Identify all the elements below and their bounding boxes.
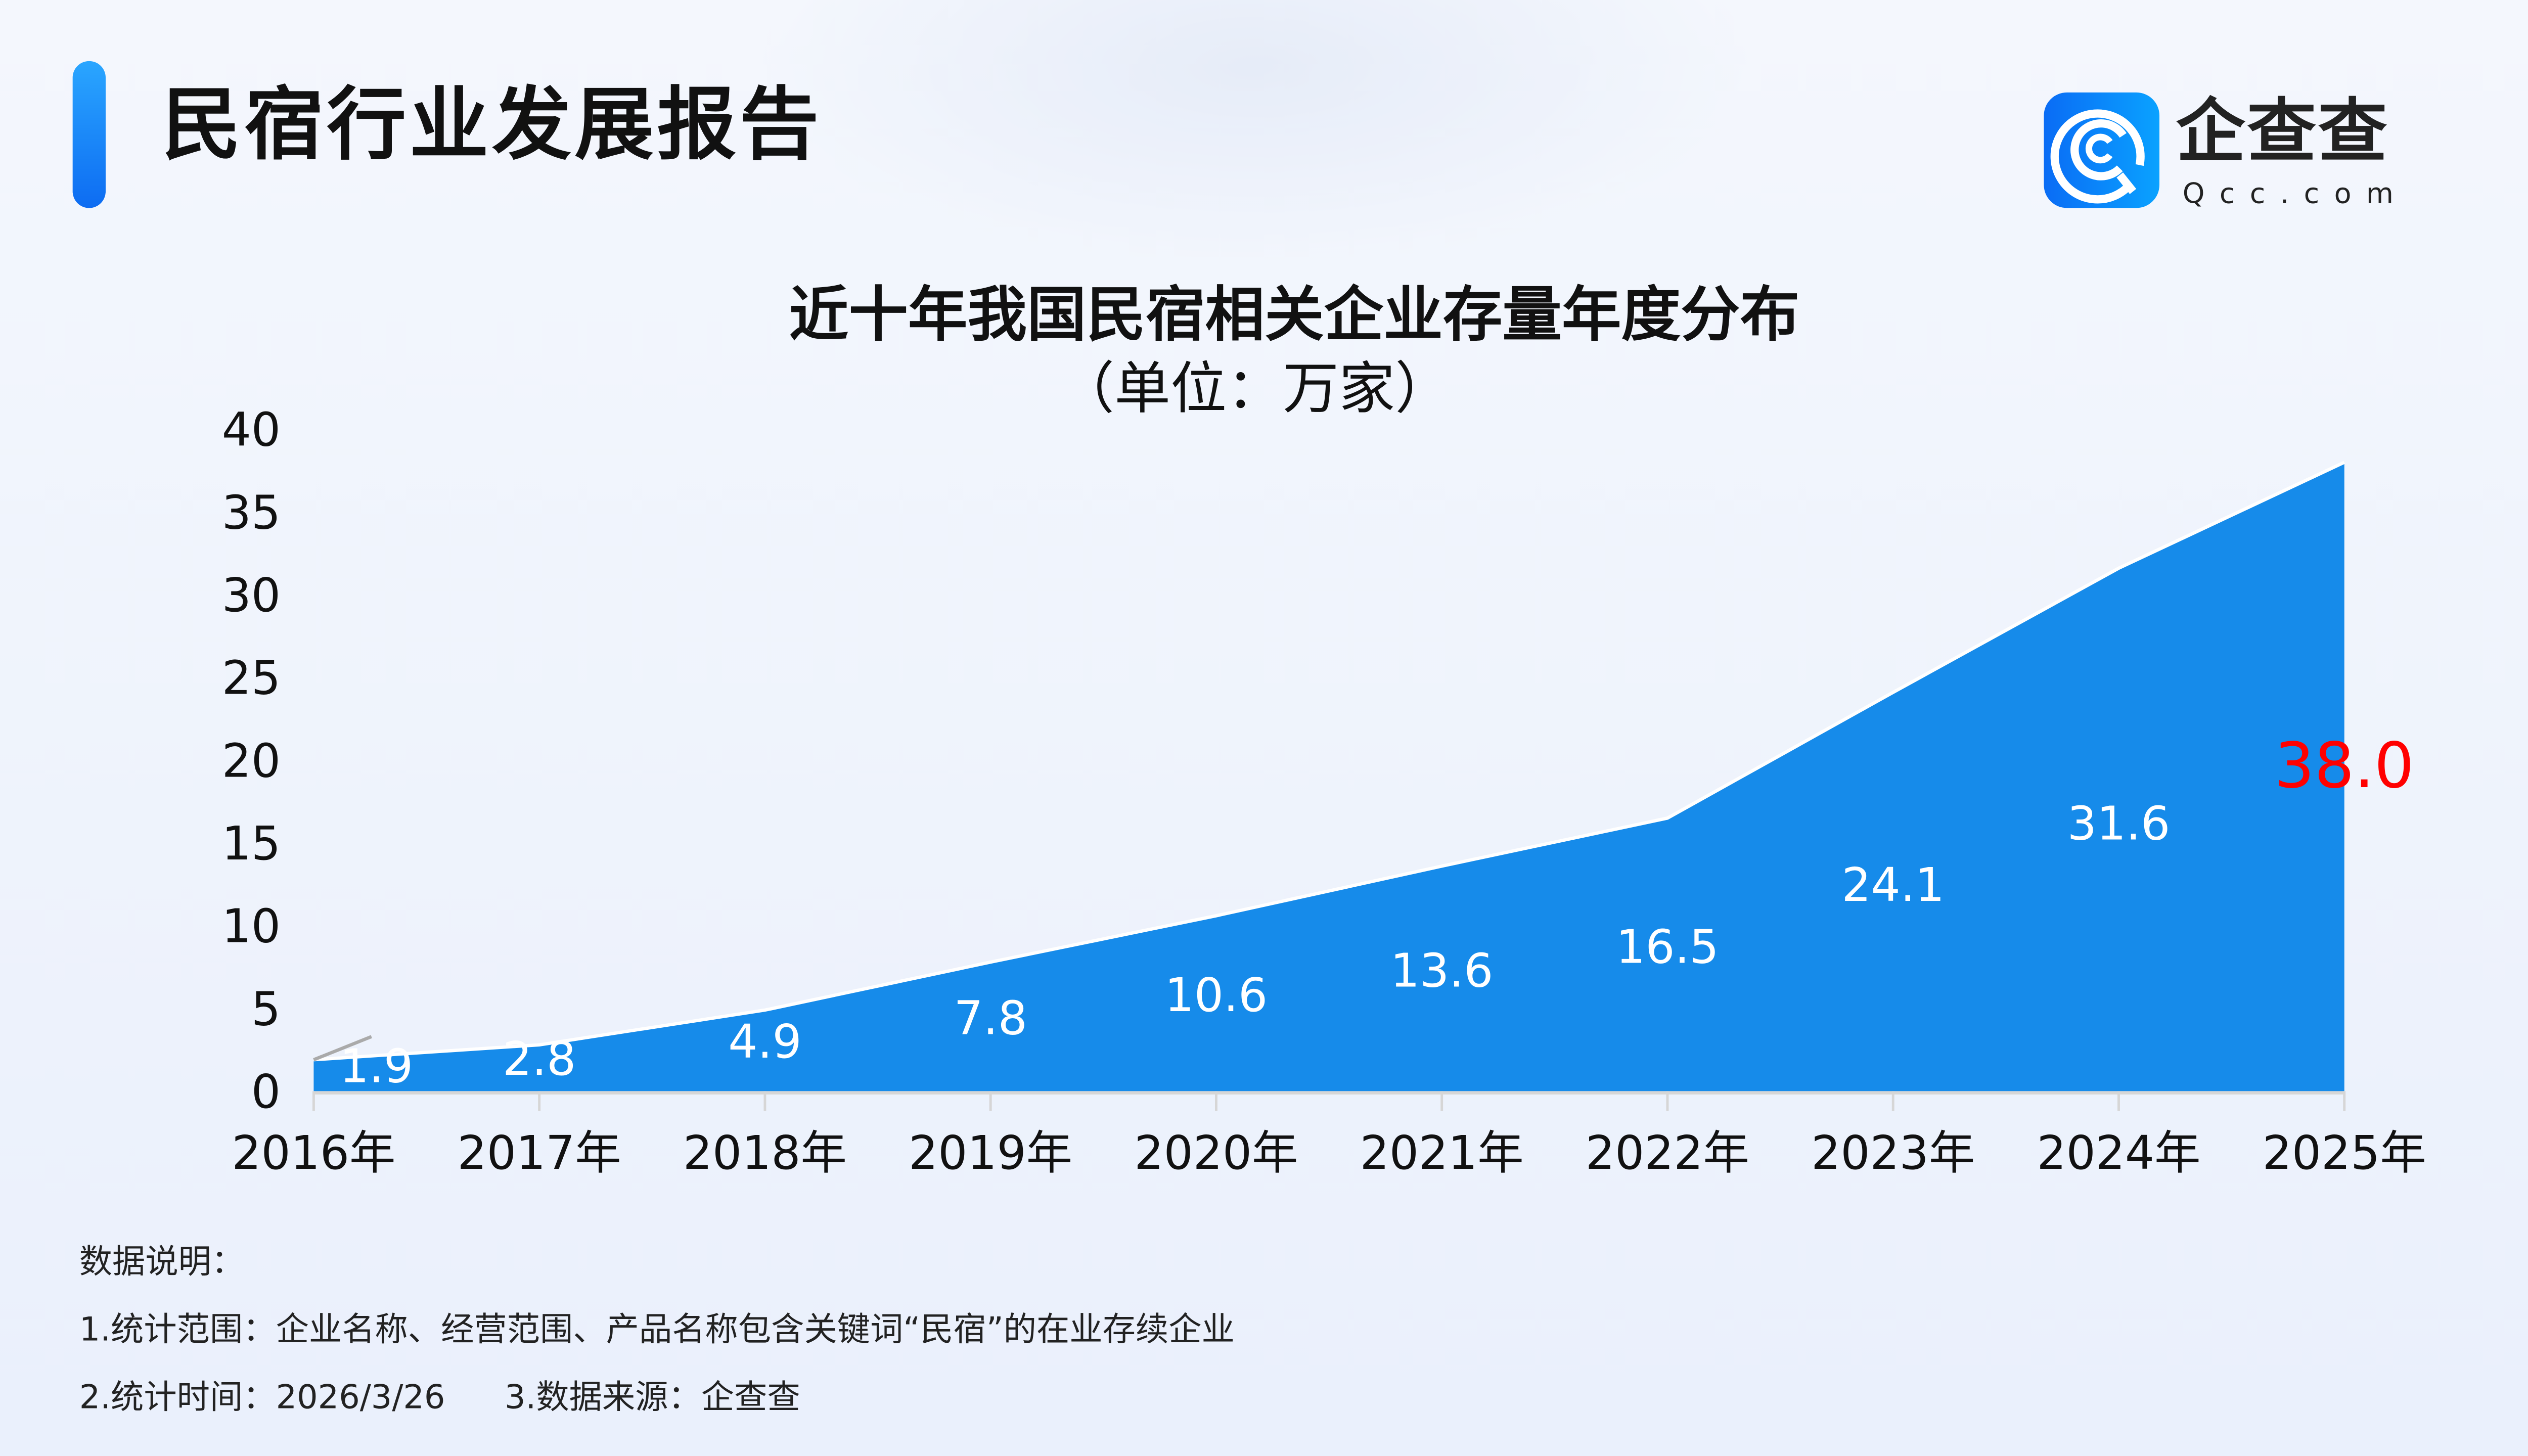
qcc-logo-icon — [2044, 92, 2160, 208]
x-tick-label: 2022年 — [1586, 1126, 1749, 1180]
y-tick-label: 25 — [222, 651, 281, 705]
x-tick-label: 2018年 — [683, 1126, 847, 1180]
y-tick-label: 40 — [222, 403, 281, 457]
x-tick-label: 2023年 — [1811, 1126, 1975, 1180]
data-label: 24.1 — [1841, 858, 1945, 912]
logo-name-en: Qcc.com — [2182, 178, 2409, 211]
data-label: 1.9 — [340, 1039, 413, 1094]
x-tick-label: 2025年 — [2263, 1126, 2426, 1180]
y-tick-label: 0 — [251, 1065, 281, 1119]
x-tick-label: 2020年 — [1134, 1126, 1298, 1180]
data-label-highlight: 38.0 — [2275, 730, 2414, 802]
y-tick-label: 15 — [222, 816, 281, 871]
data-label: 16.5 — [1616, 920, 1719, 974]
notes-line2: 2.统计时间：2026/3/26 3.数据来源：企查查 — [79, 1363, 1235, 1431]
x-tick-label: 2017年 — [458, 1126, 621, 1180]
data-label: 10.6 — [1165, 968, 1268, 1022]
y-tick-label: 20 — [222, 734, 281, 788]
data-label: 7.8 — [954, 991, 1027, 1045]
label-leader-line — [313, 1035, 372, 1062]
x-tick-label: 2024年 — [2037, 1126, 2200, 1180]
logo-name-cn: 企查查 — [2176, 90, 2389, 172]
data-label: 2.8 — [503, 1032, 576, 1086]
chart-title: 近十年我国民宿相关企业存量年度分布 — [789, 282, 1800, 350]
data-label: 13.6 — [1390, 944, 1494, 998]
notes-scope: 1.统计范围：企业名称、经营范围、产品名称包含关键词“民宿”的在业存续企业 — [79, 1309, 1235, 1349]
notes-time: 2.统计时间：2026/3/26 — [79, 1377, 445, 1417]
title-accent-bar — [72, 61, 106, 208]
y-tick-label: 5 — [251, 982, 281, 1036]
qcc-logo: 企查查 Qcc.com — [2044, 90, 2423, 211]
y-tick-label: 35 — [222, 485, 281, 539]
x-tick-label: 2021年 — [1360, 1126, 1524, 1180]
x-tick-label: 2016年 — [232, 1126, 395, 1180]
notes-heading: 数据说明： — [79, 1241, 245, 1281]
area-series — [313, 462, 2344, 1091]
y-tick-label: 10 — [222, 899, 281, 953]
report-title: 民宿行业发展报告 — [162, 79, 823, 172]
data-label: 31.6 — [2067, 797, 2171, 851]
x-tick-label: 2019年 — [909, 1126, 1072, 1180]
chart-subtitle: （单位：万家） — [1058, 356, 1452, 423]
data-notes: 数据说明： 1.统计范围：企业名称、经营范围、产品名称包含关键词“民宿”的在业存… — [79, 1228, 1235, 1431]
notes-source: 3.数据来源：企查查 — [505, 1377, 800, 1417]
y-tick-label: 30 — [222, 568, 281, 622]
data-label: 4.9 — [728, 1015, 801, 1069]
area-series-outline — [313, 461, 2345, 1062]
